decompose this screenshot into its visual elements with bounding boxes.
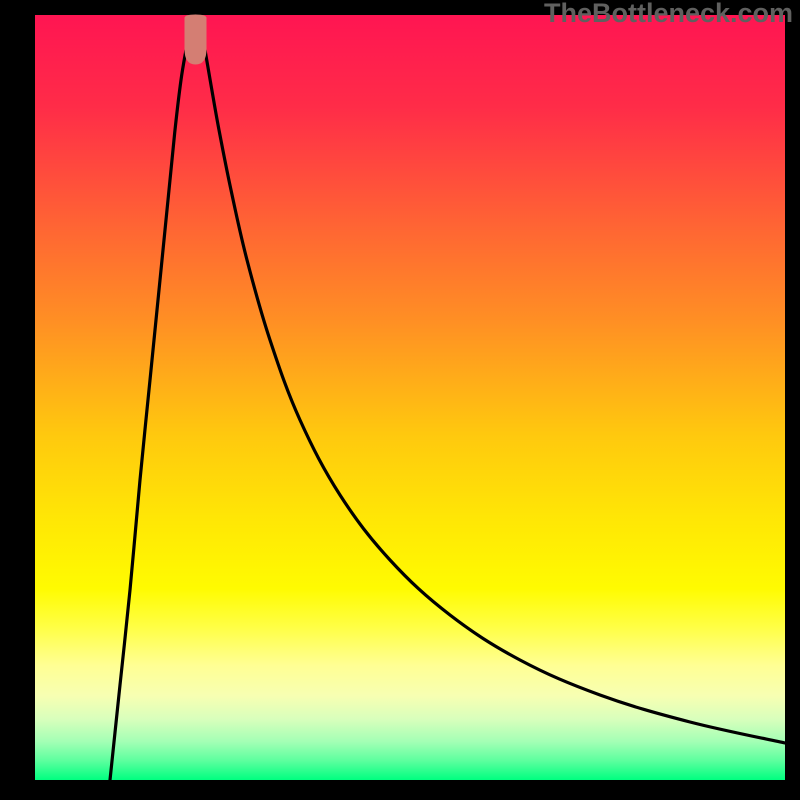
chart-container: TheBottleneck.com (0, 0, 800, 800)
watermark-text: TheBottleneck.com (544, 0, 793, 29)
bottleneck-chart (0, 0, 800, 800)
